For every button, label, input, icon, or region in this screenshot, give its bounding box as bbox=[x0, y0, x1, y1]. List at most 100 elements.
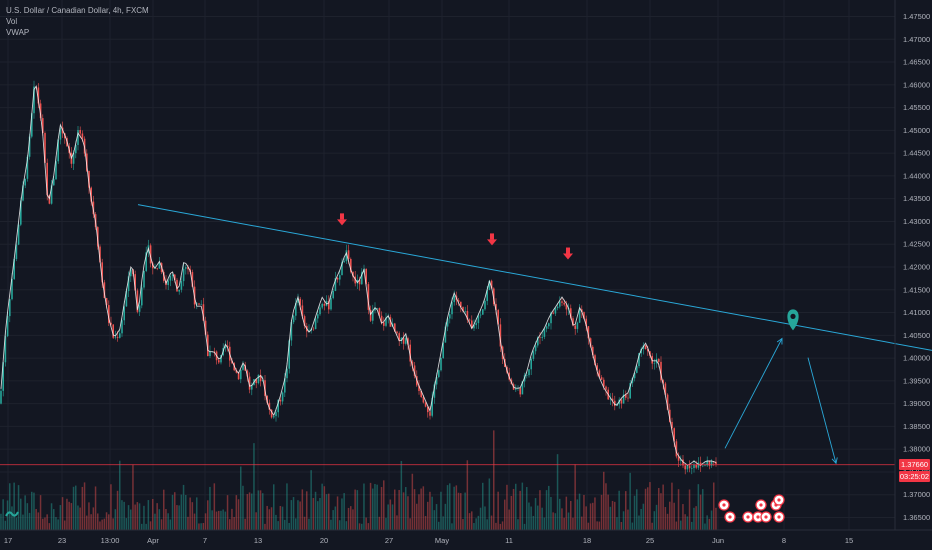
volume-bar bbox=[706, 515, 708, 530]
volume-bar bbox=[136, 502, 139, 530]
target-marker-icon[interactable] bbox=[787, 309, 799, 331]
volume-bar bbox=[515, 483, 517, 530]
volume-bar bbox=[145, 523, 147, 530]
time-axis[interactable]: 17 23 13:00 Apr 7 13 20 27 May 11 18 25 Jun 8 15 bbox=[4, 536, 853, 545]
volume-bar bbox=[416, 503, 418, 530]
volume-bar bbox=[479, 507, 482, 530]
candle-body bbox=[530, 358, 532, 370]
candle-body bbox=[138, 305, 141, 312]
volume-bar bbox=[196, 497, 198, 530]
volume-bar bbox=[598, 521, 601, 530]
volume-bar bbox=[306, 491, 308, 530]
candle-body bbox=[251, 385, 253, 390]
candle-body bbox=[402, 337, 405, 344]
candle-body bbox=[105, 298, 108, 306]
volume-bar bbox=[394, 489, 396, 530]
volume-bar bbox=[251, 493, 253, 530]
time-tick-label: 7 bbox=[203, 536, 207, 545]
volume-bar bbox=[592, 502, 594, 530]
candle-body bbox=[407, 338, 409, 345]
volume-bar bbox=[339, 520, 341, 530]
volume-bar bbox=[517, 519, 519, 530]
volume-bar bbox=[301, 489, 304, 530]
candle-body bbox=[471, 320, 473, 329]
volume-bar bbox=[684, 514, 686, 530]
candle-body bbox=[6, 316, 9, 337]
candle-body bbox=[347, 250, 350, 259]
projection-path[interactable] bbox=[724, 337, 838, 465]
price-tick-label: 1.42500 bbox=[903, 240, 930, 249]
candle-body bbox=[563, 302, 565, 305]
volume-bar bbox=[418, 494, 420, 530]
price-tick-label: 1.36500 bbox=[903, 513, 930, 522]
volume-bar bbox=[268, 509, 271, 530]
candle-body bbox=[365, 268, 367, 285]
candle-body bbox=[176, 279, 178, 292]
candle-body bbox=[167, 280, 169, 286]
volume-bar bbox=[345, 521, 348, 530]
price-tick-label: 1.37000 bbox=[903, 490, 930, 499]
volume-bar bbox=[248, 492, 251, 530]
volume-bar bbox=[13, 482, 15, 530]
volume-bar bbox=[453, 486, 455, 530]
candle-body bbox=[699, 462, 702, 466]
candle-body bbox=[574, 325, 576, 329]
volume-bar bbox=[369, 482, 372, 530]
volume-bar bbox=[697, 484, 700, 530]
candle-body bbox=[11, 278, 13, 300]
price-axis[interactable]: 1.47500 1.47000 1.46500 1.46000 1.45500 1.450… bbox=[903, 12, 930, 522]
volume-bar bbox=[112, 518, 114, 530]
candle-body bbox=[369, 309, 372, 321]
symbol-title[interactable]: U.S. Dollar / Canadian Dollar, 4h, FXCM bbox=[6, 6, 149, 15]
volume-bar bbox=[473, 523, 475, 530]
candle-body bbox=[303, 316, 306, 326]
candle-body bbox=[121, 320, 123, 334]
volume-bar bbox=[226, 495, 229, 530]
volume-bar bbox=[253, 443, 255, 530]
candle-body bbox=[372, 310, 374, 321]
candle-body bbox=[715, 461, 717, 465]
volume-bar bbox=[402, 492, 405, 530]
economic-events[interactable] bbox=[718, 494, 785, 523]
arrow-down-icon bbox=[566, 247, 570, 254]
candle-body bbox=[446, 318, 449, 327]
volume-bar bbox=[99, 521, 101, 530]
volume-bar bbox=[233, 516, 235, 530]
candle-body bbox=[702, 465, 704, 467]
time-tick-label: 18 bbox=[583, 536, 591, 545]
volume-bar bbox=[295, 518, 297, 530]
volume-bar bbox=[0, 513, 2, 530]
candle-body bbox=[295, 302, 297, 316]
volume-bar bbox=[508, 509, 510, 530]
candle-body bbox=[286, 368, 288, 379]
candle-body bbox=[290, 322, 293, 341]
candle-body bbox=[314, 318, 317, 330]
candle-body bbox=[556, 306, 559, 309]
descending-trendline[interactable] bbox=[137, 204, 932, 351]
volume-bar bbox=[356, 490, 359, 530]
candle-body bbox=[361, 272, 363, 285]
candle-body bbox=[482, 309, 484, 315]
price-tick-label: 1.41500 bbox=[903, 285, 930, 294]
price-tick-label: 1.44000 bbox=[903, 171, 930, 180]
candle-body bbox=[686, 465, 689, 470]
tradingview-logo-icon[interactable] bbox=[5, 509, 19, 519]
candle-body bbox=[532, 351, 535, 359]
volume-bar bbox=[242, 485, 244, 530]
volume-bar bbox=[218, 510, 220, 530]
arrowhead-down-icon bbox=[831, 457, 838, 465]
candle-body bbox=[561, 301, 563, 303]
candle-body bbox=[693, 465, 695, 469]
volume-bar bbox=[255, 512, 257, 530]
candle-body bbox=[299, 298, 301, 306]
vwap-indicator-label[interactable]: VWAP bbox=[6, 28, 30, 37]
volume-bar bbox=[433, 510, 436, 530]
candle-body bbox=[141, 287, 143, 306]
candle-body bbox=[396, 331, 398, 334]
volume-bar bbox=[482, 482, 484, 530]
volume-bar bbox=[110, 484, 112, 530]
vol-indicator-label[interactable]: Vol bbox=[6, 17, 18, 26]
volume-bar bbox=[209, 486, 211, 530]
volume-bar bbox=[391, 504, 394, 530]
